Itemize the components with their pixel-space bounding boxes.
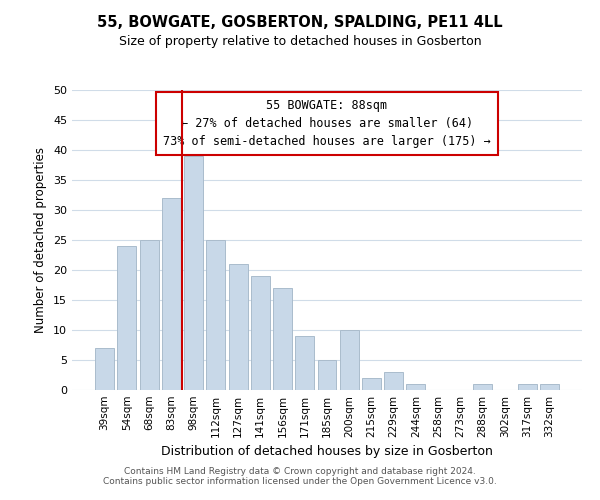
Bar <box>473 384 492 390</box>
Text: 55, BOWGATE, GOSBERTON, SPALDING, PE11 4LL: 55, BOWGATE, GOSBERTON, SPALDING, PE11 4… <box>97 15 503 30</box>
Bar <box>251 276 270 390</box>
Bar <box>95 348 114 390</box>
Bar <box>406 384 425 390</box>
Bar <box>140 240 158 390</box>
Bar <box>518 384 536 390</box>
Text: 55 BOWGATE: 88sqm
← 27% of detached houses are smaller (64)
73% of semi-detached: 55 BOWGATE: 88sqm ← 27% of detached hous… <box>163 99 491 148</box>
Text: Contains HM Land Registry data © Crown copyright and database right 2024.: Contains HM Land Registry data © Crown c… <box>124 467 476 476</box>
Bar <box>184 156 203 390</box>
Bar <box>162 198 181 390</box>
Bar <box>540 384 559 390</box>
Bar <box>229 264 248 390</box>
X-axis label: Distribution of detached houses by size in Gosberton: Distribution of detached houses by size … <box>161 446 493 458</box>
Y-axis label: Number of detached properties: Number of detached properties <box>34 147 47 333</box>
Bar <box>295 336 314 390</box>
Text: Size of property relative to detached houses in Gosberton: Size of property relative to detached ho… <box>119 35 481 48</box>
Bar <box>340 330 359 390</box>
Bar <box>118 246 136 390</box>
Bar <box>273 288 292 390</box>
Bar <box>317 360 337 390</box>
Bar <box>206 240 225 390</box>
Bar <box>384 372 403 390</box>
Text: Contains public sector information licensed under the Open Government Licence v3: Contains public sector information licen… <box>103 477 497 486</box>
Bar <box>362 378 381 390</box>
